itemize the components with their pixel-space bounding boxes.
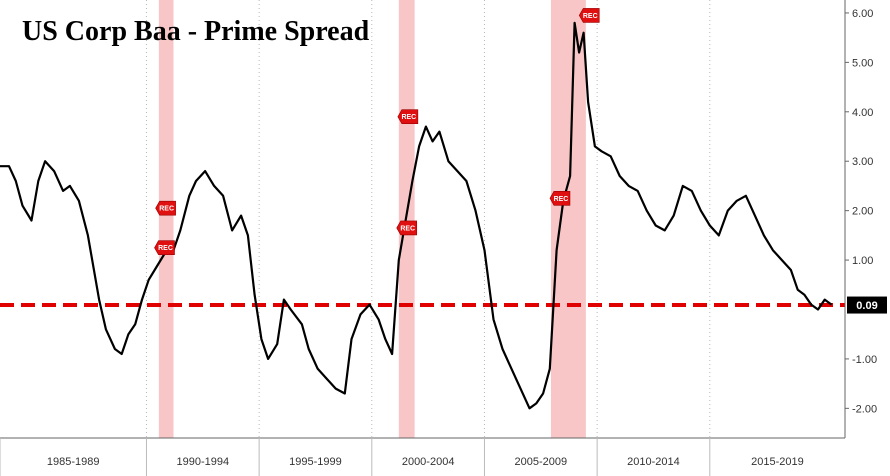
rec-marker-4: REC bbox=[549, 190, 571, 206]
chart-title: US Corp Baa - Prime Spread bbox=[22, 16, 370, 47]
last-value-box bbox=[847, 296, 887, 314]
y-tick-label-2: 4.00 bbox=[852, 107, 873, 119]
rec-marker-shape bbox=[549, 190, 571, 206]
rec-marker-shape bbox=[155, 200, 176, 216]
rec-marker-3: REC bbox=[396, 220, 418, 236]
recession-band-0 bbox=[158, 0, 174, 438]
x-tick-label-4: 2005-2009 bbox=[514, 456, 567, 468]
y-tick-label-7: -2.00 bbox=[852, 403, 877, 415]
last-value-label: 0.09 bbox=[856, 300, 877, 312]
rec-marker-shape bbox=[396, 220, 418, 236]
rec-marker-5: REC bbox=[578, 8, 600, 23]
x-tick-label-5: 2010-2014 bbox=[627, 456, 680, 468]
rec-marker-shape bbox=[154, 240, 175, 256]
x-tick-label-0: 1985-1989 bbox=[47, 456, 100, 468]
rec-marker-label: REC bbox=[554, 196, 569, 203]
y-tick-label-4: 2.00 bbox=[852, 206, 873, 218]
rec-marker-shape bbox=[578, 8, 600, 23]
rec-marker-label: REC bbox=[400, 225, 415, 232]
x-tick-label-3: 2000-2004 bbox=[402, 456, 455, 468]
x-tick-label-6: 2015-2019 bbox=[751, 456, 804, 468]
y-tick-label-3: 3.00 bbox=[852, 156, 873, 168]
rec-marker-1: REC bbox=[154, 240, 175, 256]
rec-marker-label: REC bbox=[401, 114, 416, 121]
rec-marker-shape bbox=[397, 109, 419, 125]
y-tick-label-6: -1.00 bbox=[852, 354, 877, 366]
rec-markers: REC REC REC REC REC REC bbox=[154, 8, 600, 256]
rec-marker-2: REC bbox=[397, 109, 419, 125]
rec-marker-0: REC bbox=[155, 200, 176, 216]
rec-marker-label: REC bbox=[159, 206, 174, 213]
y-tick-label-1: 5.00 bbox=[852, 57, 873, 69]
y-tick-label-5: 1.00 bbox=[852, 255, 873, 267]
y-tick-label-0: 6.00 bbox=[852, 8, 873, 20]
series-line-0 bbox=[0, 21, 833, 410]
rec-marker-label: REC bbox=[583, 13, 598, 20]
series-layer bbox=[0, 21, 833, 410]
x-tick-label-2: 1995-1999 bbox=[289, 456, 342, 468]
x-tick-label-1: 1990-1994 bbox=[176, 456, 229, 468]
recession-band-2 bbox=[550, 0, 586, 438]
rec-marker-label: REC bbox=[158, 245, 173, 252]
